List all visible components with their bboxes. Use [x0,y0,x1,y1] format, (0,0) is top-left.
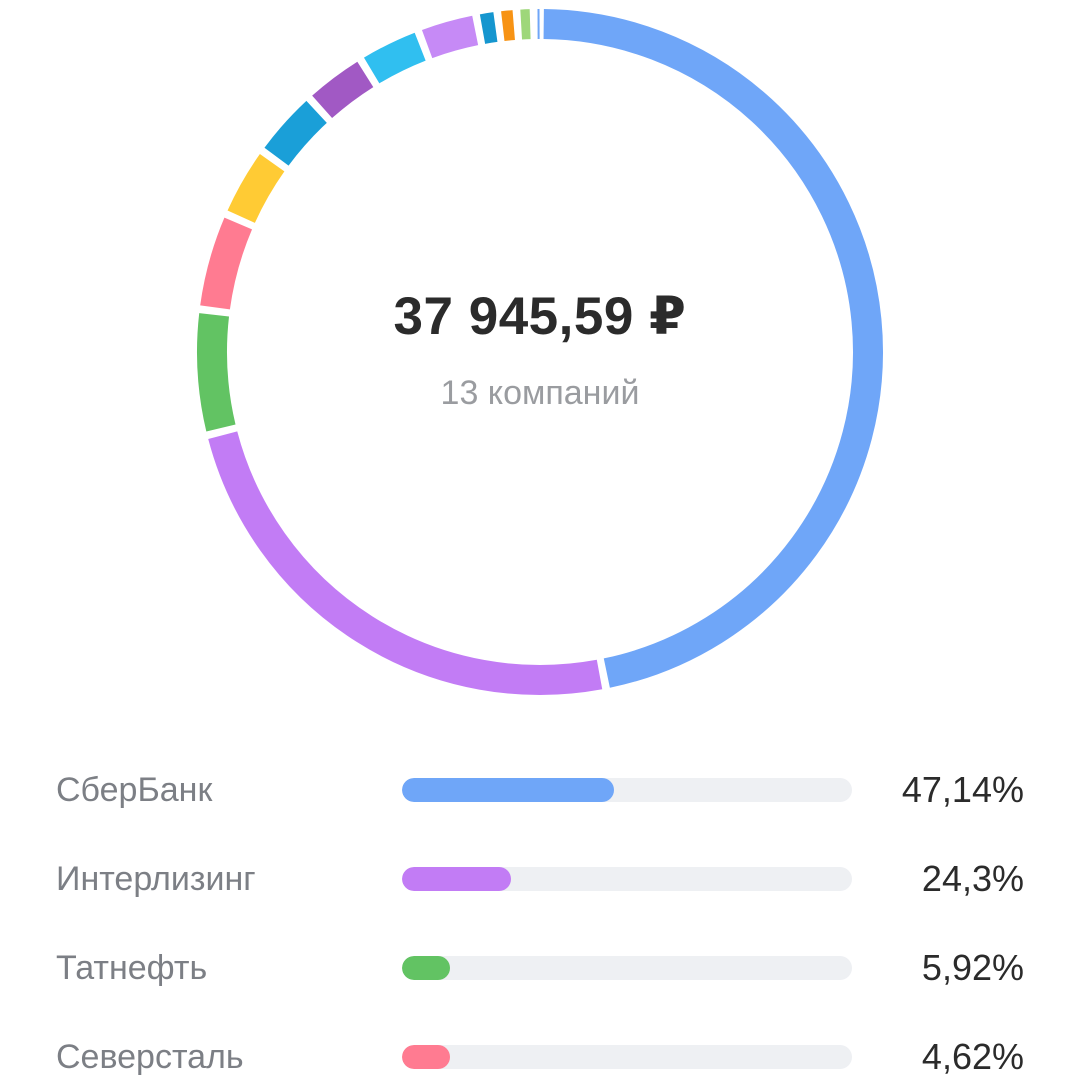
donut-slice-11[interactable] [503,25,514,26]
legend-row[interactable]: Интерлизинг 24,3% [0,849,1080,909]
donut-slice-9[interactable] [427,30,475,44]
donut-slice-5[interactable] [241,163,272,217]
share-bar-track [402,956,852,980]
company-name: Северсталь [56,1027,244,1087]
share-bar-fill [402,778,614,802]
donut-slice-2[interactable] [223,435,600,680]
donut-slice-8[interactable] [372,47,420,71]
donut-slice-10[interactable] [482,27,495,29]
company-count: 13 компаний [290,374,790,413]
share-percent: 24,3% [922,849,1024,909]
share-percent: 4,62% [922,1027,1024,1087]
company-name: СберБанк [56,760,212,820]
donut-slice-6[interactable] [277,112,317,157]
donut-chart-area: 37 945,59 ₽ 13 компаний [0,0,1080,720]
company-name: Татнефть [56,938,207,998]
company-name: Интерлизинг [56,849,256,909]
share-bar-fill [402,956,450,980]
share-bar-track [402,778,852,802]
share-bar-track [402,867,852,891]
donut-slice-7[interactable] [322,74,365,106]
share-bar-track [402,1045,852,1069]
donut-slice-1[interactable] [544,24,868,673]
donut-chart [0,0,1080,720]
donut-slice-4[interactable] [215,223,238,307]
share-percent: 5,92% [922,938,1024,998]
legend-row[interactable]: Северсталь 4,62% [0,1027,1080,1087]
share-bar-fill [402,1045,450,1069]
legend-row[interactable]: Татнефть 5,92% [0,938,1080,998]
total-amount: 37 945,59 ₽ [290,286,790,347]
donut-slice-3[interactable] [212,315,221,428]
legend-row[interactable]: СберБанк 47,14% [0,760,1080,820]
share-percent: 47,14% [902,760,1024,820]
share-bar-fill [402,867,511,891]
